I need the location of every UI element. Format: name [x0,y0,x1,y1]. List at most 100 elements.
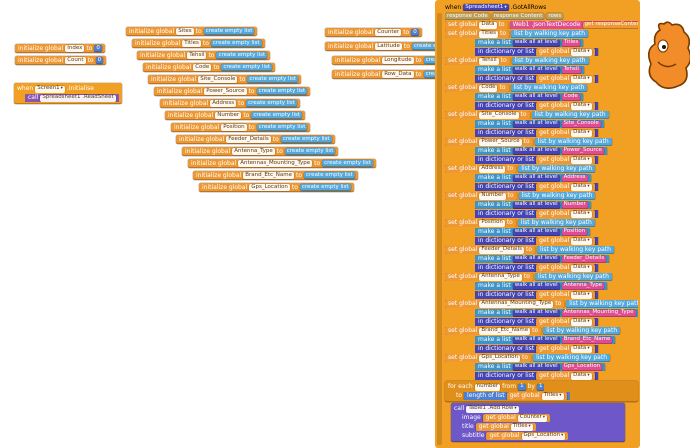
global-name-field[interactable]: Titles [541,392,564,400]
walk-all-level-block[interactable]: walk all at level [512,309,560,317]
walk-key-path-block[interactable]: list by walking key path [511,30,589,38]
walk-all-level-block[interactable]: walk all at level [512,39,560,47]
global-name-field[interactable]: Address [210,99,237,107]
key-text-block[interactable]: Feeder_Details [561,255,607,263]
walk-key-path-block[interactable]: list by walking key path [517,219,595,227]
set-global-block[interactable]: set global Feeder_Details to [445,246,536,254]
global-name-field[interactable]: Data [571,291,592,299]
key-text-block[interactable]: Position [561,228,588,236]
key-text-block[interactable]: Address [561,174,588,182]
key-text-block[interactable]: Brand_Etc_Name [561,336,613,344]
global-name-field[interactable]: Row_Data [382,70,414,78]
global-name-field[interactable]: Address [479,165,506,173]
set-global-block[interactable]: set global Site_Console to [445,111,530,119]
set-global-block[interactable]: set global Data to [445,21,508,29]
initialize-global-block[interactable]: initialize global Power_Source to create em… [154,87,311,96]
global-name-field[interactable]: Counter [375,28,402,36]
walk-key-path-block[interactable]: list by walking key path [511,57,589,65]
walk-key-path-block[interactable]: list by walking key path [537,246,614,254]
key-text-block[interactable]: Number [561,201,588,209]
key-text-block[interactable]: Code [561,93,580,101]
component-selector[interactable]: Spreadsheet1 [463,3,509,11]
walk-all-level-block[interactable]: walk all at level [512,66,560,74]
global-name-field[interactable]: Antennas_Mounting_Type [479,300,554,308]
global-name-field[interactable]: Count [65,56,86,64]
global-name-field[interactable]: Counter [517,414,548,422]
walk-key-path-block[interactable]: list by walking key path [531,111,609,119]
global-name-field[interactable]: Data [571,156,592,164]
event-param-chip[interactable]: rows [546,12,564,20]
procedure-name-field[interactable]: Spreadsheet1 .ReadSheet [40,94,116,102]
in-dictionary-or-list-block[interactable]: in dictionary or list get global Data [475,183,598,191]
key-text-block[interactable]: Tehsil [561,66,581,74]
set-global-block[interactable]: set global Antennas_Mounting_Type to [445,300,565,308]
get-global-block[interactable]: get global Titles [475,423,536,431]
global-name-field[interactable]: Data [571,372,592,380]
global-name-field[interactable]: Code [479,84,498,92]
make-a-list-block[interactable]: make a list walk all at level Antennas_Mou… [475,309,638,317]
walk-key-path-block[interactable]: list by walking key path [533,354,611,362]
initialize-global-block[interactable]: initialize global Position to create empty … [171,123,311,132]
global-name-field[interactable]: Data [571,237,592,245]
key-text-block[interactable]: Site_Console [561,120,601,128]
get-global-block[interactable]: get global Titles [506,392,567,400]
key-text-block[interactable]: Power_Source [561,147,604,155]
set-global-block[interactable]: set global Brand_Etc_Name to [445,327,542,335]
walk-all-level-block[interactable]: walk all at level [512,201,560,209]
global-name-field[interactable]: Position [221,123,247,131]
make-a-list-block[interactable]: make a list walk all at level Antenna_Type [475,282,608,290]
initialize-global-block[interactable]: initialize global Address to create empty l… [160,99,300,108]
global-name-field[interactable]: Gps_Location [249,183,290,191]
create-empty-list-block[interactable]: create empty list [280,135,332,143]
global-name-field[interactable]: Data [571,345,592,353]
get-global-block[interactable]: get global Data [536,48,595,56]
global-name-field[interactable]: Number [479,192,506,200]
get-global-block[interactable]: get global Data [536,210,595,218]
global-name-field[interactable]: Data [571,102,592,110]
set-global-block[interactable]: set global Titles to [445,30,510,38]
set-global-block[interactable]: set global Address to [445,165,517,173]
number-value-block[interactable]: 0 [94,44,102,52]
make-a-list-block[interactable]: make a list walk all at level Gps_Location [475,363,606,371]
in-dictionary-or-list-block[interactable]: in dictionary or list get global Data [475,264,598,272]
set-global-block[interactable]: set global Power_Source to [445,138,533,146]
make-a-list-block[interactable]: make a list walk all at level Titles [475,39,584,47]
create-empty-list-block[interactable]: create empty list [251,111,303,119]
get-global-block[interactable]: get global Counter [482,414,551,422]
get-global-block[interactable]: get global Data [536,75,595,83]
global-name-field[interactable]: Sites [176,27,194,35]
walk-key-path-block[interactable]: list by walking key path [518,165,596,173]
global-name-field[interactable]: Site_Console [479,111,519,119]
global-name-field[interactable]: Data [571,75,592,83]
in-dictionary-or-list-block[interactable]: in dictionary or list get global Data [475,75,598,83]
length-of-list-block[interactable]: length of list get global Titles [464,392,570,400]
key-text-block[interactable]: Gps_Location [561,363,603,371]
get-global-block[interactable]: get global Data [536,183,595,191]
global-name-field[interactable]: Gps_Location [479,354,521,362]
global-name-field[interactable]: Titles [182,39,201,47]
component-selector[interactable]: Screen1 [35,85,65,93]
get-global-block[interactable]: get global Data [536,345,595,353]
global-name-field[interactable]: Site_Console [198,75,238,83]
create-empty-list-block[interactable]: create empty list [284,147,336,155]
set-global-block[interactable]: set global Code to [445,84,509,92]
global-name-field[interactable]: Data [571,183,592,191]
get-global-block[interactable]: get global Data [536,291,595,299]
global-name-field[interactable]: Tehsil [479,57,499,65]
procedure-selector[interactable]: Table1 .Add Row [466,405,519,413]
global-name-field[interactable]: Antennas_Mounting_Type [238,159,313,167]
initialize-global-block[interactable]: initialize global Code to create empty list [143,63,276,72]
create-empty-list-block[interactable]: create empty list [304,171,355,179]
json-decode-call-block[interactable]: Web1 .JsonTextDecode get responseContent [509,21,638,29]
create-empty-list-block[interactable]: create empty list [203,27,255,35]
global-name-field[interactable]: Feeder_Details [479,246,524,254]
global-name-field[interactable]: Data [571,318,592,326]
get-global-block[interactable]: get global Data [536,129,595,137]
make-a-list-block[interactable]: make a list walk all at level Tehsil [475,66,584,74]
make-a-list-block[interactable]: make a list walk all at level Position [475,228,591,236]
global-name-field[interactable]: Longitude [382,56,414,64]
initialize-global-block[interactable]: initialize global Index to 0 [15,44,105,53]
initialize-global-block[interactable]: initialize global Antenna_Type to create em… [182,147,339,156]
